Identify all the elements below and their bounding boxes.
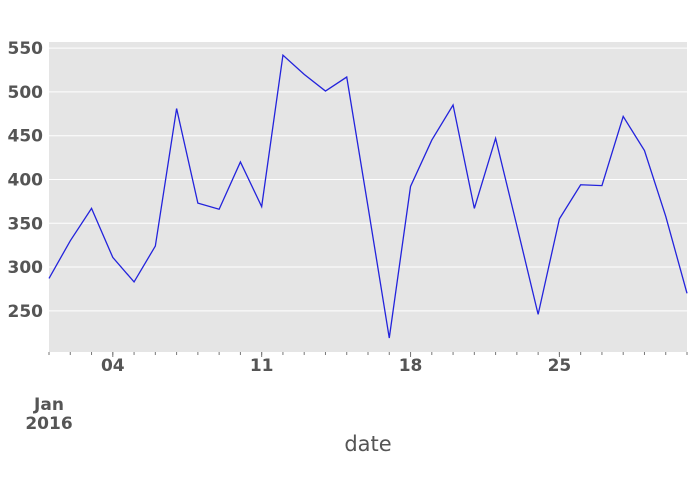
y-tick-label: 250 (8, 302, 44, 322)
y-tick-label: 400 (8, 170, 44, 190)
line (48, 53, 688, 339)
x-period-label: 2016 (25, 414, 72, 434)
x-tick-label: 18 (399, 356, 423, 376)
x-tick-label: 11 (250, 356, 274, 376)
plot-area (49, 42, 687, 352)
x-tick-label: 25 (548, 356, 572, 376)
y-tick-label: 500 (8, 83, 44, 103)
y-tick-label: 550 (8, 39, 44, 59)
y-tick-label: 300 (8, 258, 44, 278)
y-tick-label: 350 (8, 214, 44, 234)
x-axis-title: date (344, 432, 391, 456)
y-tick-label: 450 (8, 127, 44, 147)
x-tick-label: 04 (101, 356, 125, 376)
x-period-label: Jan (33, 395, 64, 415)
